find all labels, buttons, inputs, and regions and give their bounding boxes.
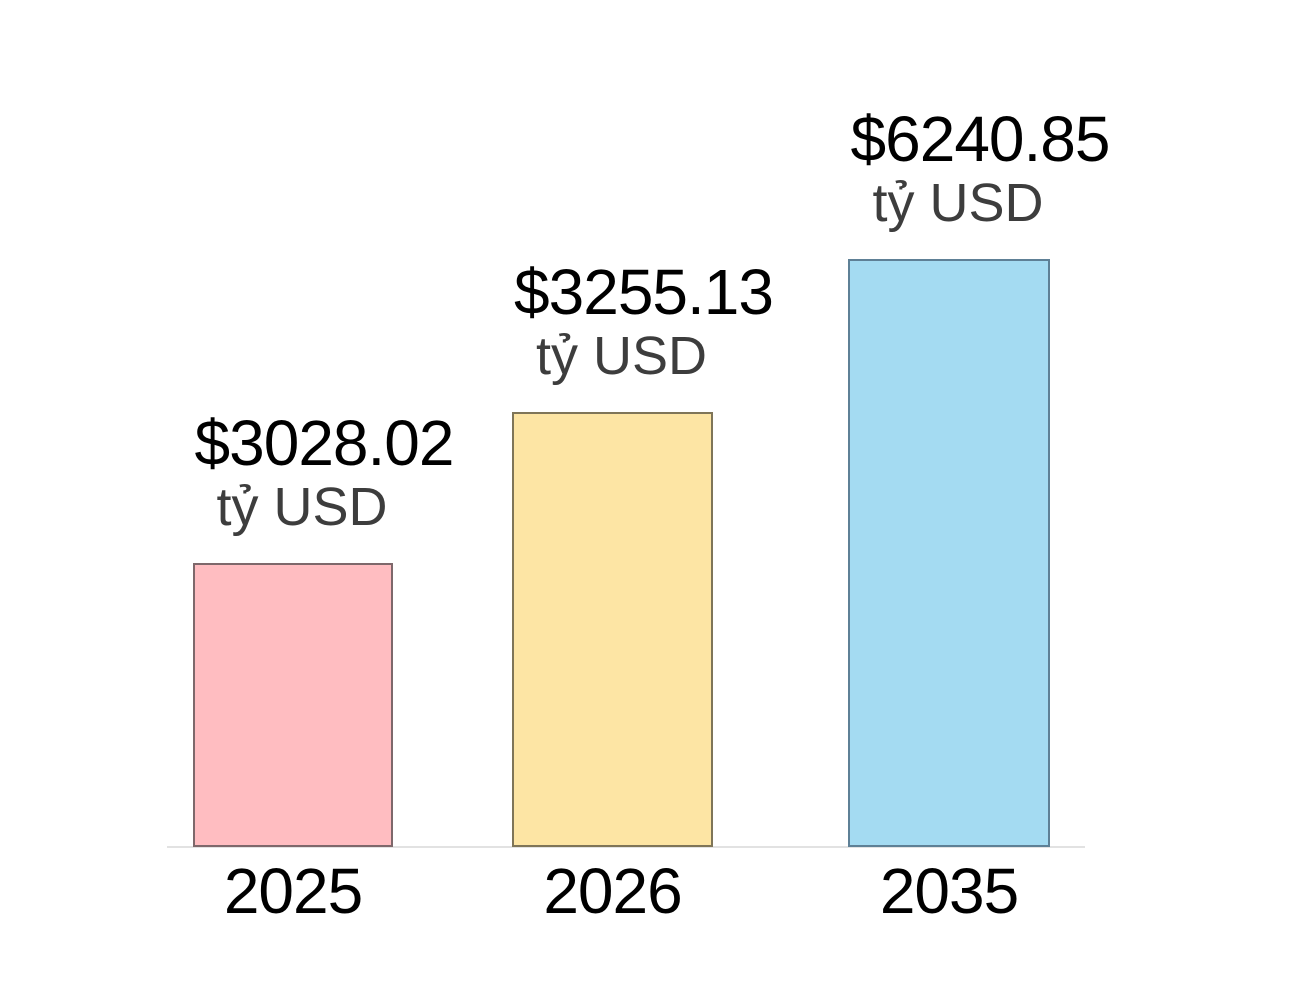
bar-2035 [848, 259, 1050, 847]
data-label-2025: $3028.02 tỷ USD [164, 409, 455, 537]
value-label-2035: $6240.85 [850, 103, 1111, 175]
x-tick-label-2026: 2026 [543, 855, 682, 927]
data-label-2035: $6240.85 tỷ USD [820, 105, 1111, 233]
unit-label-2026: tỷ USD [535, 326, 708, 386]
x-axis-line [167, 846, 1085, 848]
bar-2026 [512, 412, 713, 847]
x-tick-label-2035: 2035 [879, 855, 1019, 927]
value-label-2026: $3255.13 [514, 256, 774, 328]
value-label-2025: $3028.02 [194, 407, 455, 479]
unit-label-2025: tỷ USD [216, 477, 388, 537]
x-tick-label-2025: 2025 [223, 855, 363, 927]
unit-label-2035: tỷ USD [872, 173, 1044, 233]
bar-2025 [193, 563, 393, 847]
data-label-2026: $3255.13 tỷ USD [483, 258, 774, 386]
